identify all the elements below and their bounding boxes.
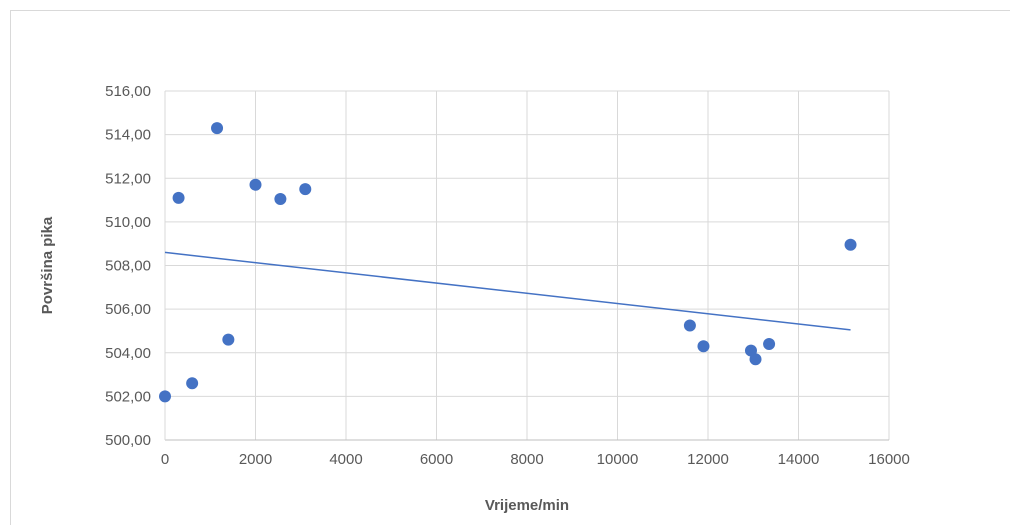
linear-trendline <box>164 251 851 331</box>
data-points <box>159 122 857 403</box>
y-axis-title: Površina pika <box>39 216 56 314</box>
y-tick-label: 508,00 <box>105 258 151 275</box>
data-point <box>749 353 762 366</box>
y-tick-label: 514,00 <box>105 127 151 144</box>
axes <box>164 91 889 441</box>
x-tick-label: 12000 <box>687 451 729 468</box>
trendline-group <box>164 251 851 331</box>
data-point <box>159 390 171 403</box>
data-point <box>683 319 696 332</box>
x-tick-label: 8000 <box>510 451 543 468</box>
data-point <box>763 338 776 351</box>
x-tick-label: 2000 <box>239 451 272 468</box>
chart-area <box>10 10 1010 525</box>
data-point <box>249 178 262 191</box>
y-tick-label: 506,00 <box>105 301 151 318</box>
y-tick-label: 500,00 <box>105 432 151 449</box>
data-point <box>222 333 235 346</box>
y-tick-label: 504,00 <box>105 345 151 362</box>
data-point <box>844 238 857 251</box>
data-point <box>172 191 185 204</box>
x-tick-label: 0 <box>161 451 169 468</box>
x-tick-label: 10000 <box>597 451 639 468</box>
y-tick-label: 512,00 <box>105 170 151 187</box>
y-tick-label: 510,00 <box>105 214 151 231</box>
data-point <box>299 183 312 196</box>
x-tick-labels: 0 2000 4000 6000 8000 10000 12000 14000 16000 <box>161 451 910 468</box>
x-tick-label: 6000 <box>420 451 453 468</box>
data-point <box>697 340 710 353</box>
y-tick-label: 516,00 <box>105 83 151 100</box>
data-point <box>211 122 224 135</box>
x-tick-label: 16000 <box>868 451 910 468</box>
horizontal-gridlines <box>165 90 889 397</box>
y-tick-labels: 500,00 502,00 504,00 506,00 508,00 510,00 512,… <box>105 83 151 449</box>
data-point <box>186 377 199 390</box>
y-tick-label: 502,00 <box>105 388 151 405</box>
data-point <box>274 192 287 205</box>
x-tick-label: 4000 <box>329 451 362 468</box>
x-axis-title: Vrijeme/min <box>485 497 569 514</box>
x-tick-label: 14000 <box>778 451 820 468</box>
